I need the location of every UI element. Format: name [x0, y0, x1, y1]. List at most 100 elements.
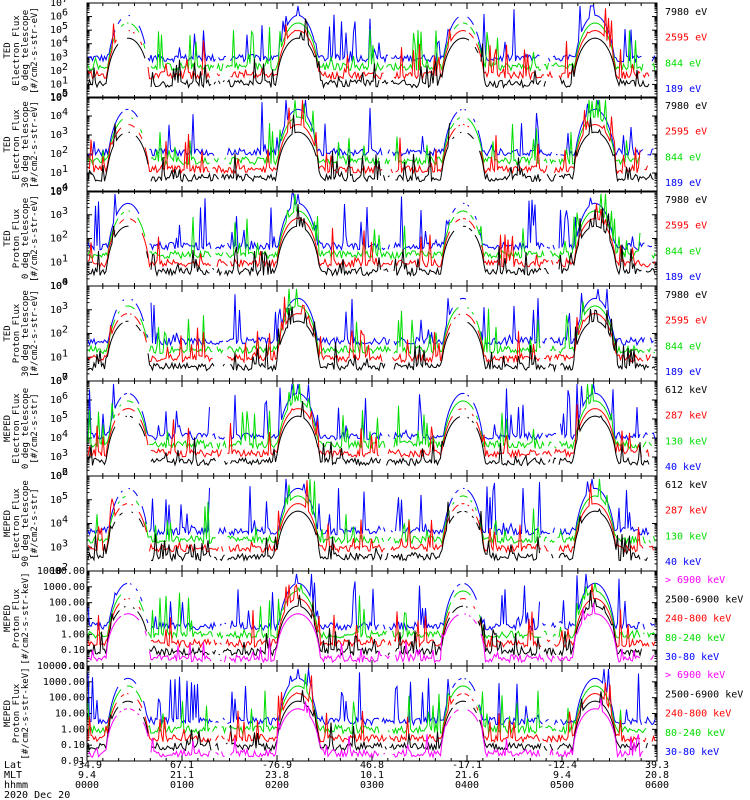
y-tick-label: 10: [50, 542, 62, 553]
y-tick-label: 10: [50, 281, 62, 292]
y-tick-label: 10: [50, 395, 62, 406]
y-tick-exponent: 5: [62, 410, 68, 421]
y-tick-label: 10: [50, 519, 62, 530]
y-axis-label: TED Proton Flux 30 deg telescope [#/cm2-s-s…: [3, 290, 40, 377]
y-tick-label: 10: [50, 39, 62, 50]
series-line: [87, 582, 656, 640]
series-line: [87, 583, 656, 649]
y-tick-exponent: 4: [62, 515, 68, 526]
y-tick-exponent: 2: [62, 62, 68, 73]
y-tick-exponent: 2: [62, 467, 68, 478]
y-tick-label: 10: [50, 257, 62, 268]
y-tick-exponent: 5: [62, 21, 68, 32]
series-line: [88, 479, 655, 535]
y-axis-label-line: [#/cm2-s-str-eV]: [30, 195, 40, 282]
series-line: [87, 203, 656, 278]
y-axis-label-line: 0 deg telescope: [21, 10, 31, 91]
axis-row-label-hhmm: hhmm: [4, 780, 28, 791]
y-tick-exponent: 6: [62, 8, 68, 19]
x-tick-label-mlt: 9.4: [78, 770, 96, 781]
y-tick-exponent: 3: [62, 48, 68, 59]
series-line: [87, 99, 654, 158]
y-axis-label-line: MEPED: [3, 700, 13, 727]
series-line: [87, 675, 656, 744]
y-tick-label: 10: [50, 187, 62, 198]
y-tick-label: 1.00: [61, 629, 85, 640]
legend-entry: 40 keV: [665, 462, 701, 473]
y-tick-label: 10: [50, 471, 62, 482]
time-axis-labels: Lat MLT hhmm 2020 Dec 20 -34.99.4000067.…: [4, 760, 669, 800]
legend-entry: 240-800 keV: [665, 614, 731, 625]
legend-entry: 189 eV: [665, 272, 701, 283]
y-tick-label: 10: [50, 66, 62, 77]
legend-entry: 40 keV: [665, 557, 701, 568]
y-tick-exponent: 5: [62, 88, 68, 99]
y-axis-label-line: [#/cm2-s-str-eV]: [30, 101, 40, 188]
legend-entry: 2595 eV: [665, 33, 707, 44]
x-tick-label-mlt: 20.8: [645, 770, 669, 781]
y-tick-exponent: 3: [62, 448, 68, 459]
x-tick-label-mlt: 9.4: [553, 770, 571, 781]
y-tick-exponent: 4: [62, 182, 68, 193]
y-tick-label: 10: [50, 414, 62, 425]
x-tick-label-hhmm: 0000: [75, 780, 99, 791]
axis-row-label-mlt: MLT: [4, 770, 22, 781]
legend-entry: 7980 eV: [665, 7, 707, 18]
y-tick-exponent: 1: [62, 75, 68, 86]
x-tick-label-hhmm: 0100: [170, 780, 194, 791]
series-line: [87, 603, 654, 664]
y-tick-label: 10: [50, 471, 62, 482]
legend-entry: 130 keV: [665, 436, 707, 447]
y-tick-exponent: 1: [62, 348, 68, 359]
legend-entry: 189 eV: [665, 178, 701, 189]
y-tick-label: 10: [50, 281, 62, 292]
y-tick-label: 10: [50, 92, 62, 103]
y-axis-label-line: Proton Flux: [12, 303, 22, 363]
legend-entry: > 6900 keV: [665, 670, 725, 681]
y-axis-label-line: [#/cm2-s-str-eV]: [30, 7, 40, 94]
y-axis-label-line: Electron Flux: [12, 109, 22, 180]
x-tick-label-hhmm: 0500: [550, 780, 574, 791]
y-axis-label-line: [#/cm2-s-str-keV]: [21, 572, 31, 664]
legend-entry: 80-240 keV: [665, 633, 725, 644]
x-tick-label-hhmm: 0400: [455, 780, 479, 791]
y-tick-label: 10000.00: [37, 566, 85, 577]
y-tick-exponent: 2: [62, 145, 68, 156]
series-line: [87, 114, 654, 183]
y-axis-label-line: TED: [3, 42, 13, 58]
y-tick-label: 10: [50, 376, 62, 387]
y-tick-exponent: 2: [62, 562, 68, 573]
y-tick-label: 10: [50, 0, 62, 9]
x-tick-label-lat: 39.3: [645, 760, 669, 771]
y-axis-label-line: [#/cm2-s-str]: [30, 393, 40, 463]
series-line: [88, 404, 654, 457]
y-tick-exponent: 0: [62, 277, 68, 288]
y-tick-label: 1000.00: [43, 677, 85, 688]
series-line: [87, 668, 656, 727]
legend-entry: 2595 eV: [665, 221, 707, 232]
y-axis-label: MEPED Electron Flux 90 deg telescope [#/cm2…: [3, 480, 40, 567]
x-tick-label-lat: -34.9: [72, 760, 102, 771]
y-tick-label: 1000.00: [43, 582, 85, 593]
x-tick-label-lat: -12.4: [547, 760, 577, 771]
y-tick-label: 10: [50, 79, 62, 90]
y-axis-label-line: TED: [3, 136, 13, 152]
series-line: [87, 193, 656, 261]
y-tick-exponent: 7: [62, 0, 68, 5]
y-axis-label-line: Proton Flux: [12, 683, 22, 743]
y-tick-label: 10: [50, 210, 62, 221]
legend-entry: 7980 eV: [665, 195, 707, 206]
legend-entry: 844 eV: [665, 246, 701, 257]
y-tick-label: 10: [50, 452, 62, 463]
y-tick-label: 0.01: [61, 756, 85, 767]
legend-entry: 612 keV: [665, 480, 707, 491]
panel-7: 0.01 0.10 1.00 10.00 100.00 1000.00 10000.00 ME…: [3, 566, 743, 672]
x-tick-label-hhmm: 0600: [645, 780, 669, 791]
y-axis-label: TED Electron Flux 0 deg telescope [#/cm2-s-…: [3, 7, 40, 94]
legend-entry: 30-80 keV: [665, 747, 719, 758]
y-tick-label: 10.00: [55, 614, 85, 625]
y-axis-label-line: 0 deg telescope: [21, 388, 31, 469]
